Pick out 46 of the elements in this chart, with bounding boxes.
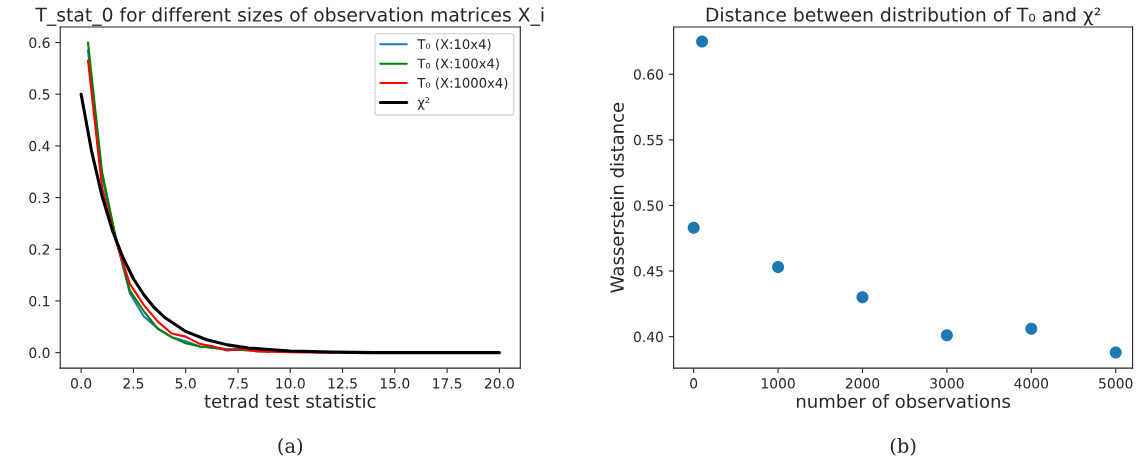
legend-label: T₀ (X:1000x4) [417, 77, 508, 90]
x-axis-title: number of observations [796, 394, 1011, 409]
line-series [79, 92, 501, 355]
point [696, 35, 709, 48]
x-tick-label: 7.5 [228, 378, 248, 389]
point [1109, 346, 1122, 359]
point [687, 221, 700, 234]
y-tick-label: 0.5 [29, 89, 50, 100]
legend-label: T₀ (X:100x4) [417, 58, 499, 71]
y-tick-label: 0.50 [633, 200, 663, 211]
x-tick-label: 12.5 [328, 378, 357, 389]
x-tick-label: 17.5 [433, 378, 462, 389]
chart-title: T_stat_0 for different sizes of observation matrices X_i [35, 7, 544, 26]
y-tick-label: 0.2 [29, 244, 50, 255]
point [772, 261, 785, 274]
x-axis-title: tetrad test statistic [204, 394, 376, 409]
x-tick-label: 2000 [845, 378, 880, 389]
legend-label: T₀ (X:10x4) [417, 38, 491, 51]
y-tick-label: 0.3 [29, 192, 50, 204]
x-tick-label: 15.0 [380, 378, 410, 389]
point [856, 291, 869, 304]
y-tick-label: 0.0 [29, 347, 50, 359]
x-tick-label: 3000 [930, 378, 964, 389]
text: (a) [278, 437, 303, 456]
y-tick-label: 0.1 [29, 295, 50, 307]
x-tick-label: 1000 [761, 378, 795, 389]
y-tick-label: 0.40 [633, 331, 663, 343]
legend-label: χ² [417, 97, 430, 110]
text: (b) [890, 437, 916, 456]
point [1025, 322, 1038, 335]
y-tick-label: 0.6 [29, 37, 50, 49]
point [940, 329, 953, 342]
y-tick-label: 0.55 [633, 134, 663, 146]
x-tick-label: 0 [690, 378, 698, 389]
y-tick-label: 0.4 [29, 140, 50, 152]
x-tick-label: 5.0 [175, 378, 196, 389]
x-tick-label: 5000 [1099, 378, 1133, 389]
x-tick-label: 4000 [1014, 378, 1049, 389]
x-tick-label: 20.0 [484, 378, 514, 389]
x-tick-label: 2.5 [123, 378, 144, 389]
x-tick-label: 10.0 [276, 378, 305, 389]
y-tick-label: 0.45 [633, 266, 663, 277]
x-tick-label: 0.0 [70, 378, 92, 389]
chart-title: Distance between distribution of T₀ and χ² [706, 7, 1101, 26]
y-tick-label: 0.60 [633, 69, 663, 80]
y-axis-title: Wasserstein distance [609, 102, 624, 293]
